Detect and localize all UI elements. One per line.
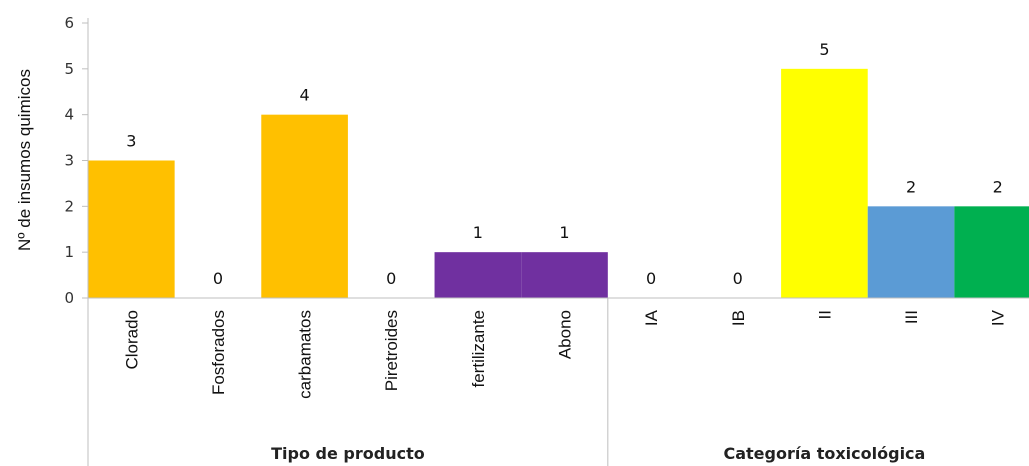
y-axis-title: Nº de insumos quimicos — [15, 69, 34, 251]
category-label: II — [815, 310, 834, 319]
y-tick-label: 5 — [64, 60, 74, 78]
category-label: Fosforados — [209, 310, 228, 395]
y-tick-label: 3 — [64, 152, 74, 170]
data-label: 5 — [819, 40, 829, 59]
data-label: 2 — [906, 177, 916, 196]
category-label: Clorado — [122, 310, 141, 370]
y-tick-label: 4 — [64, 106, 74, 124]
data-label: 1 — [473, 223, 483, 242]
bar-carbamatos — [261, 114, 348, 299]
bar-iv — [954, 206, 1029, 298]
data-label: 0 — [386, 269, 396, 288]
y-tick-label: 0 — [64, 289, 74, 307]
data-label: 2 — [993, 177, 1003, 196]
category-label: carbamatos — [296, 310, 315, 399]
y-tick-label: 2 — [64, 197, 74, 215]
category-label: Abono — [556, 310, 575, 359]
category-label: IV — [989, 309, 1008, 326]
data-label: 1 — [559, 223, 569, 242]
data-label: 3 — [126, 132, 136, 151]
y-tick-label: 1 — [64, 243, 74, 261]
category-label: IA — [642, 309, 661, 326]
data-label: 0 — [733, 269, 743, 288]
data-label: 0 — [213, 269, 223, 288]
group-label: Categoría toxicológica — [723, 444, 925, 463]
bar-abono — [521, 252, 608, 298]
y-tick-label: 6 — [64, 14, 74, 32]
category-label: fertilizante — [469, 310, 488, 387]
data-label: 0 — [646, 269, 656, 288]
category-label: Piretroides — [382, 310, 401, 391]
bar-clorado — [88, 160, 175, 298]
category-label: IB — [729, 310, 748, 326]
category-label: III — [902, 310, 921, 324]
bar-ii — [781, 68, 868, 298]
bar-iii — [867, 206, 955, 298]
data-label: 4 — [299, 86, 309, 105]
group-label: Tipo de producto — [271, 444, 425, 463]
bar-fertilizante — [434, 252, 522, 298]
